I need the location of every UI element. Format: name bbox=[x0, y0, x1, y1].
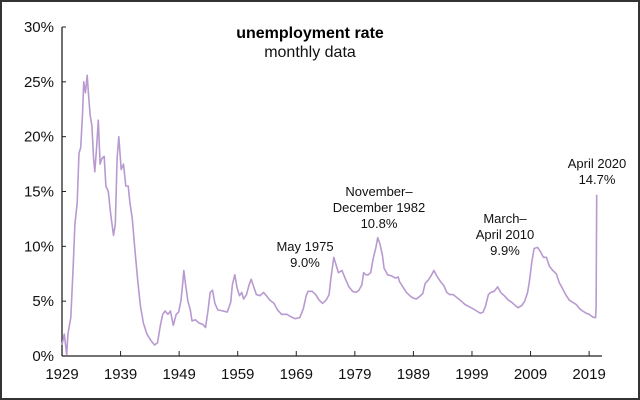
annotation-1982: November– December 1982 10.8% bbox=[333, 184, 426, 231]
x-tick-label: 2019 bbox=[572, 366, 605, 383]
annotation-line: April 2010 bbox=[476, 227, 535, 242]
annotation-2010: March– April 2010 9.9% bbox=[476, 211, 535, 258]
y-tick-label: 5% bbox=[32, 293, 54, 310]
x-tick-label: 1979 bbox=[338, 366, 371, 383]
y-tick-label: 20% bbox=[24, 129, 54, 146]
annotation-may-1975: May 1975 9.0% bbox=[276, 239, 333, 270]
annotation-line: 14.7% bbox=[579, 172, 616, 187]
annotation-line: November– bbox=[345, 184, 413, 199]
y-tick-label: 25% bbox=[24, 74, 54, 91]
x-tick-label: 1949 bbox=[162, 366, 195, 383]
x-tick-label: 1929 bbox=[45, 366, 78, 383]
annotation-line: March– bbox=[483, 211, 527, 226]
annotation-line: 10.8% bbox=[361, 216, 398, 231]
x-tick-label: 1939 bbox=[104, 366, 137, 383]
y-tick-label: 30% bbox=[24, 19, 54, 36]
annotation-line: 9.9% bbox=[490, 243, 520, 258]
chart-title: unemployment rate bbox=[236, 25, 384, 42]
annotation-line: May 1975 bbox=[276, 239, 333, 254]
x-tick-label: 1959 bbox=[221, 366, 254, 383]
axes: 0% 5% 10% 15% 20% 25% 30% 1929 1939 1949 1959 1969 1… bbox=[24, 19, 606, 383]
annotation-line: December 1982 bbox=[333, 200, 426, 215]
x-tick-label: 1989 bbox=[397, 366, 430, 383]
annotation-line: 9.0% bbox=[290, 255, 320, 270]
series-line bbox=[61, 74, 598, 356]
y-tick-label: 10% bbox=[24, 238, 54, 255]
annotation-line: April 2020 bbox=[568, 156, 627, 171]
chart-subtitle: monthly data bbox=[264, 44, 356, 61]
x-tick-label: 2009 bbox=[514, 366, 547, 383]
annotation-2020: April 2020 14.7% bbox=[568, 156, 627, 187]
x-tick-label: 1969 bbox=[280, 366, 313, 383]
x-tick-label: 1999 bbox=[455, 366, 488, 383]
y-tick-label: 15% bbox=[24, 184, 54, 201]
y-tick-label: 0% bbox=[32, 348, 54, 365]
